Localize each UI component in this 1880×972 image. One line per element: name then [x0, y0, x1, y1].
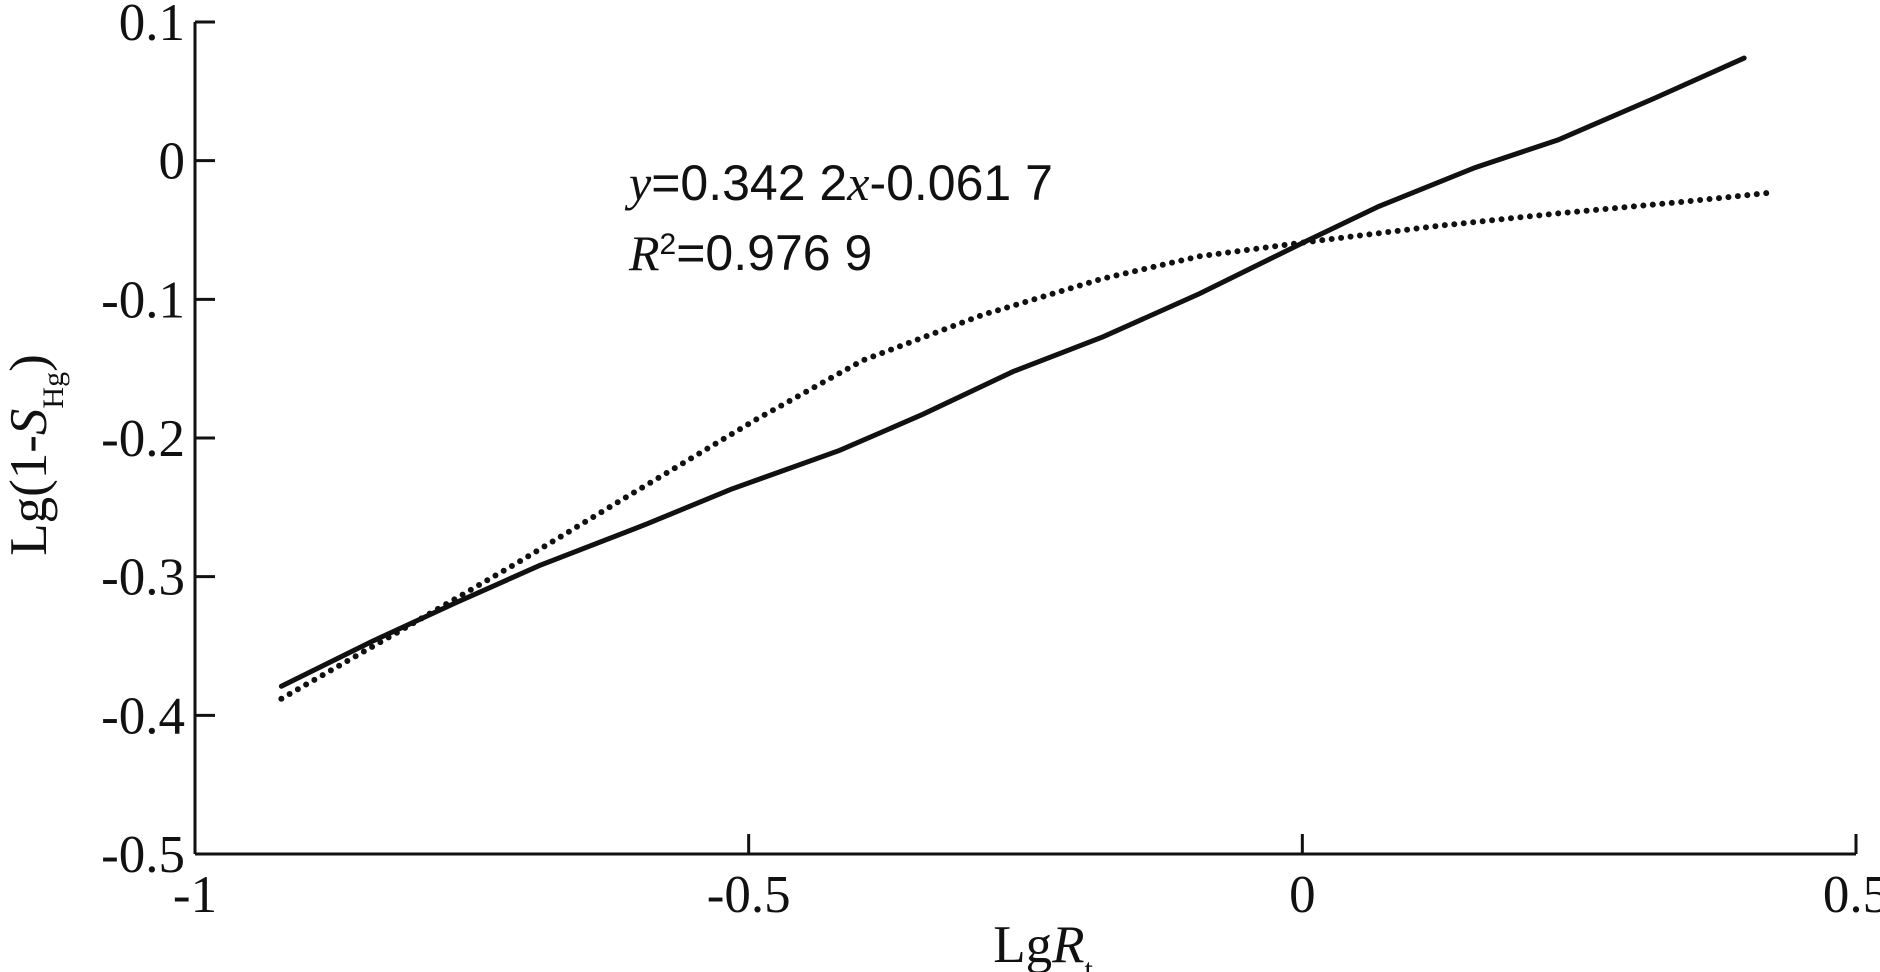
label-part: R — [1051, 916, 1084, 972]
y-tick-label: 0 — [159, 133, 186, 191]
label-part: S — [0, 409, 58, 436]
label-part: ) — [0, 354, 58, 372]
line — [278, 55, 1747, 689]
annotation-part: =0.976 9 — [676, 225, 872, 281]
annotation-part: R — [628, 225, 660, 281]
label-part: Lg(1- — [0, 435, 58, 556]
annotation-part: =0.342 2 — [651, 155, 847, 211]
y-tick-label: -0.4 — [101, 687, 185, 745]
y-tick-label: -0.1 — [101, 271, 185, 329]
x-tick-label: 0.5 — [1823, 866, 1880, 924]
annotation: y=0.342 2x-0.061 7 — [624, 155, 1053, 211]
annotation: R2=0.976 9 — [628, 225, 872, 281]
x-tick-label: 0 — [1289, 866, 1316, 924]
label-part: Hg — [37, 372, 70, 409]
label-part: Lg — [993, 916, 1052, 972]
x-axis-label: LgRt — [993, 916, 1093, 972]
annotation-part: y — [624, 155, 652, 211]
y-tick-label: 0.1 — [119, 0, 185, 52]
x-tick-label: -0.5 — [707, 866, 791, 924]
y-tick-label: -0.3 — [101, 549, 185, 607]
annotation-part: x — [846, 155, 869, 211]
y-axis-label: Lg(1-SHg) — [0, 354, 70, 556]
dotted-line — [278, 189, 1775, 702]
label-part: t — [1084, 953, 1093, 972]
annotation-part: -0.061 7 — [869, 155, 1052, 211]
x-tick-label: -1 — [173, 866, 217, 924]
y-tick-label: -0.2 — [101, 410, 185, 468]
y-tick-label: -0.5 — [101, 826, 185, 884]
annotation-part: 2 — [660, 228, 677, 261]
